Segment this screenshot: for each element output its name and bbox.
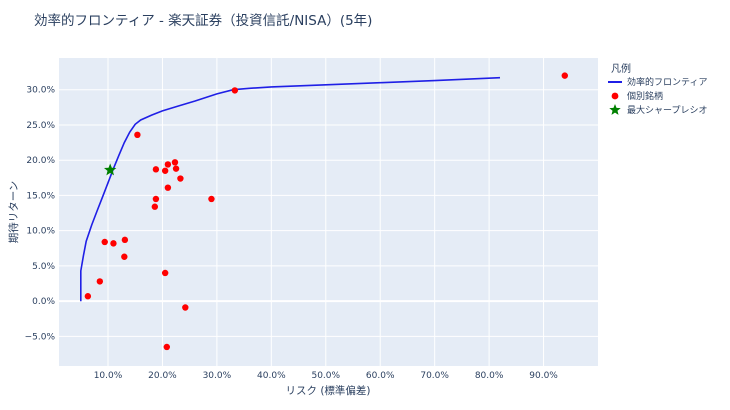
x-tick-label: 30.0% bbox=[203, 371, 232, 381]
asset-point bbox=[121, 236, 129, 244]
y-tick-label: 20.0% bbox=[26, 156, 55, 166]
y-tick-label: 5.0% bbox=[32, 262, 55, 272]
asset-point bbox=[172, 165, 180, 172]
legend-title: 凡例 bbox=[611, 62, 631, 75]
asset-point bbox=[152, 195, 160, 203]
max-sharpe-points bbox=[104, 163, 117, 176]
asset-point bbox=[171, 159, 179, 166]
y-tick-label: 30.0% bbox=[26, 86, 55, 96]
y-tick-label: 10.0% bbox=[26, 227, 55, 237]
asset-point bbox=[561, 72, 568, 79]
x-tick-label: 20.0% bbox=[148, 371, 177, 381]
legend-frontier-label: 効率的フロンティア bbox=[627, 76, 707, 88]
asset-point bbox=[151, 203, 159, 210]
asset-point bbox=[163, 343, 170, 351]
asset-point bbox=[134, 131, 141, 139]
x-tick-label: 90.0% bbox=[529, 371, 558, 381]
asset-point bbox=[231, 87, 239, 94]
asset-point bbox=[161, 167, 169, 174]
y-axis-ticks: −5.0% 0.0% 5.0% 10.0% 15.0% 20.0% 25.0% 30.0% bbox=[25, 86, 56, 343]
y-tick-label: 25.0% bbox=[26, 121, 55, 131]
x-axis-ticks: 10.0% 20.0% 30.0% 40.0% 50.0% 60.0% 70.0% 80.0%… bbox=[94, 371, 559, 381]
asset-point bbox=[96, 278, 104, 285]
asset-point bbox=[152, 166, 160, 173]
grid-lines bbox=[59, 58, 598, 366]
x-tick-label: 80.0% bbox=[475, 371, 504, 381]
y-tick-label: 0.0% bbox=[32, 297, 55, 307]
y-axis-title: 期待リターン bbox=[7, 181, 20, 243]
asset-point bbox=[110, 240, 117, 247]
y-tick-label: 15.0% bbox=[26, 191, 55, 201]
asset-point bbox=[84, 293, 92, 300]
asset-point bbox=[161, 269, 169, 277]
x-axis-title: リスク (標準偏差) bbox=[285, 384, 370, 397]
frontier-line bbox=[80, 76, 501, 302]
asset-point bbox=[121, 253, 128, 260]
x-tick-label: 60.0% bbox=[366, 371, 395, 381]
asset-point bbox=[182, 304, 189, 311]
asset-point bbox=[101, 238, 108, 246]
y-tick-label: −5.0% bbox=[25, 332, 56, 342]
asset-point bbox=[208, 195, 215, 203]
asset-point bbox=[164, 184, 172, 191]
asset-point bbox=[177, 175, 184, 182]
x-tick-label: 40.0% bbox=[257, 371, 286, 381]
asset-points bbox=[84, 72, 568, 351]
x-tick-label: 10.0% bbox=[94, 371, 123, 381]
legend-max-sharpe-swatch bbox=[609, 104, 621, 115]
max-sharpe-point bbox=[104, 163, 117, 176]
legend-assets-swatch bbox=[611, 92, 619, 100]
x-tick-label: 70.0% bbox=[420, 371, 449, 381]
chart-title: 効率的フロンティア - 楽天証券（投資信託/NISA）(5年) bbox=[34, 13, 373, 29]
asset-point bbox=[164, 161, 172, 168]
legend-max-sharpe-label: 最大シャープレシオ bbox=[627, 104, 707, 116]
x-tick-label: 50.0% bbox=[311, 371, 340, 381]
plot-area bbox=[59, 58, 598, 366]
legend: 凡例 効率的フロンティア 個別銘柄 最大シャープレシオ bbox=[608, 62, 707, 116]
legend-assets-label: 個別銘柄 bbox=[627, 90, 663, 102]
